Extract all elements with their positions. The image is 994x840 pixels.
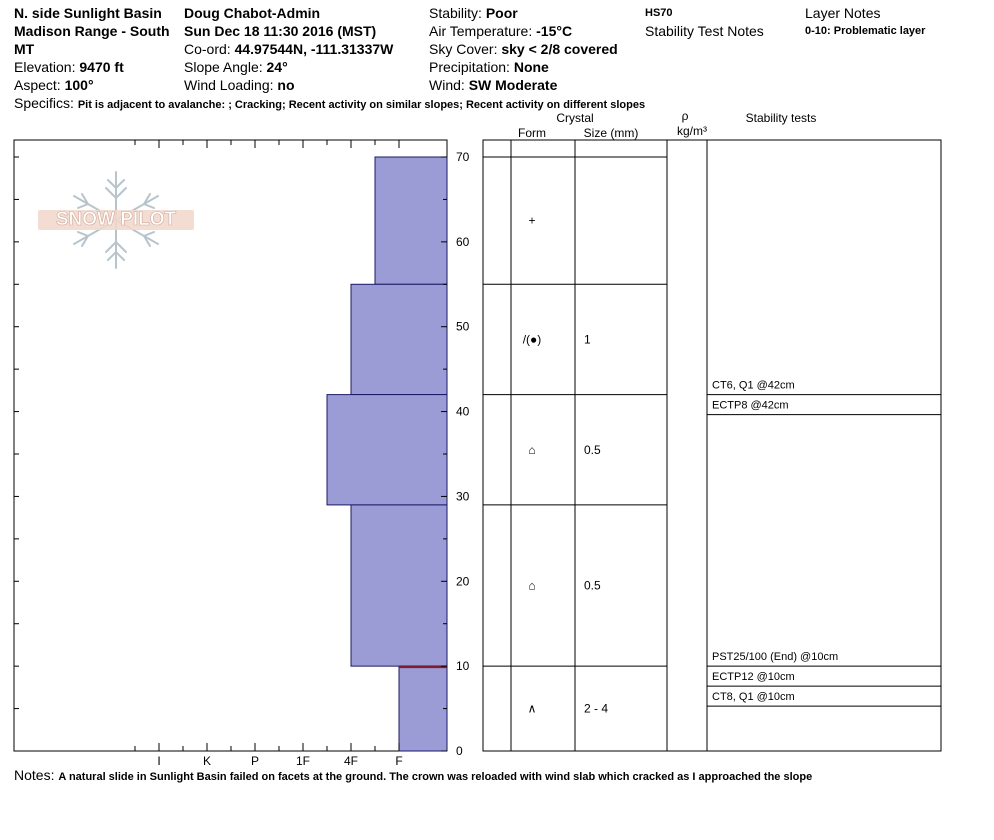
- elevation: Elevation: 9470 ft: [14, 58, 124, 76]
- form-header: Form: [518, 126, 546, 140]
- precip-value: None: [513, 59, 549, 75]
- observer-name: Doug Chabot-Admin: [184, 5, 321, 21]
- depth-tick-label: 0: [456, 744, 463, 758]
- hardness-bar-4: [350, 504, 448, 667]
- stability-label: Stability:: [429, 5, 482, 21]
- left-edge-ticks: [14, 156, 19, 752]
- logo-text: SNOW PILOT: [55, 209, 177, 231]
- crystal-form-symbol: +: [528, 214, 535, 228]
- hardness-axis: I K P 1F 4F F: [134, 743, 403, 768]
- crystal-size: 1: [584, 332, 591, 346]
- wind-loading: Wind Loading: no: [184, 76, 295, 94]
- depth-tick-label: 40: [456, 405, 470, 419]
- stability-test-entry: CT6, Q1 @42cm: [712, 380, 795, 392]
- stability: Stability: Poor: [429, 4, 518, 22]
- hardness-tick-label: 1F: [296, 754, 310, 768]
- wind-loading-label: Wind Loading:: [184, 77, 274, 93]
- crystal-size: 2 - 4: [584, 702, 608, 716]
- wind: Wind: SW Moderate: [429, 76, 557, 94]
- crystal-size: 0.5: [584, 443, 601, 457]
- snow-height: HS70: [645, 7, 673, 19]
- slope-angle: Slope Angle: 24°: [184, 58, 288, 76]
- stability-test-list: PST25/100 (End) @10cm ECTP12 @10cm CT8, Q1…: [707, 380, 941, 707]
- crystal-size: 0.5: [584, 579, 601, 593]
- slope-value: 24°: [266, 59, 288, 75]
- crystal-form-symbol: ∧: [528, 702, 537, 716]
- layer-table-frame: [482, 139, 942, 752]
- notes: Notes: A natural slide in Sunlight Basin…: [14, 766, 812, 786]
- hardness-bars: [326, 156, 448, 752]
- layer-table-rows: + /(●) 1 ⌂ 0.5 ⌂ 0.5 ∧ 2 - 4: [483, 156, 667, 716]
- stability-test-entry: PST25/100 (End) @10cm: [712, 651, 838, 663]
- hardness-tick-label: F: [395, 754, 402, 768]
- slope-label: Slope Angle:: [184, 59, 263, 75]
- crystal-header: Crystal: [556, 111, 593, 125]
- notes-value: A natural slide in Sunlight Basin failed…: [58, 771, 813, 783]
- coord-label: Co-ord:: [184, 41, 231, 57]
- crystal-form-symbol: ⌂: [528, 579, 535, 593]
- elevation-label: Elevation:: [14, 59, 76, 75]
- elevation-value: 9470 ft: [79, 59, 124, 75]
- specifics-label: Specifics:: [14, 95, 74, 111]
- stability-test-entry: CT8, Q1 @10cm: [712, 691, 795, 703]
- snowflake-icon: [38, 171, 194, 269]
- depth-tick-label: 10: [456, 659, 470, 673]
- coordinates: Co-ord: 44.97544N, -111.31337W: [184, 40, 393, 58]
- layer-note-entry: 0-10: Problematic layer: [805, 25, 926, 37]
- depth-axis: 0 10 20 30 40 50 60 70: [441, 150, 470, 758]
- hardness-tick-label: K: [203, 754, 211, 768]
- stability-value: Poor: [485, 5, 518, 21]
- precip-label: Precipitation:: [429, 59, 510, 75]
- specifics: Specifics: Pit is adjacent to avalanche:…: [14, 94, 645, 114]
- depth-tick-label: 30: [456, 489, 470, 503]
- density-unit: kg/m³: [677, 124, 707, 138]
- snowpilot-logo: SNOW PILOT: [36, 168, 196, 272]
- location-line3: MT: [14, 41, 35, 57]
- specifics-value: Pit is adjacent to avalanche: ; Cracking…: [77, 99, 646, 111]
- density-symbol: ρ: [682, 109, 689, 123]
- sky-value: sky < 2/8 covered: [501, 41, 618, 57]
- coord-value: 44.97544N, -111.31337W: [234, 41, 394, 57]
- observation-datetime: Sun Dec 18 11:30 2016 (MST): [184, 23, 377, 39]
- hardness-bar-3: [326, 394, 448, 506]
- wind-loading-value: no: [277, 77, 295, 93]
- size-header: Size (mm): [584, 126, 639, 140]
- crystal-form-symbol: /(●): [523, 332, 542, 346]
- stability-tests-header: Stability tests: [746, 111, 817, 125]
- layer-notes-title: Layer Notes: [805, 5, 881, 21]
- aspect-label: Aspect:: [14, 77, 61, 93]
- hardness-bar-1: [374, 156, 448, 285]
- stability-test-notes-title: Stability Test Notes: [645, 23, 764, 39]
- stability-test-entry: ECTP12 @10cm: [712, 671, 795, 683]
- hardness-tick-label: I: [157, 754, 160, 768]
- hardness-bar-2: [350, 283, 448, 396]
- sky-label: Sky Cover:: [429, 41, 498, 57]
- air-temperature: Air Temperature: -15°C: [429, 22, 572, 40]
- depth-tick-label: 70: [456, 150, 470, 164]
- depth-tick-label: 20: [456, 574, 470, 588]
- aspect-value: 100°: [64, 77, 94, 93]
- sky-cover: Sky Cover: sky < 2/8 covered: [429, 40, 618, 58]
- notes-label: Notes:: [14, 767, 55, 783]
- top-edge-ticks: [134, 140, 400, 148]
- depth-tick-label: 50: [456, 320, 470, 334]
- hardness-bar-5: [398, 665, 448, 752]
- air-temp-label: Air Temperature:: [429, 23, 533, 39]
- crystal-form-symbol: ⌂: [528, 443, 535, 457]
- precipitation: Precipitation: None: [429, 58, 549, 76]
- wind-value: SW Moderate: [468, 77, 558, 93]
- stability-test-entry: ECTP8 @42cm: [712, 400, 789, 412]
- wind-label: Wind:: [429, 77, 465, 93]
- hardness-tick-label: P: [251, 754, 259, 768]
- location-line1: N. side Sunlight Basin: [14, 5, 162, 21]
- aspect: Aspect: 100°: [14, 76, 94, 94]
- air-temp-value: -15°C: [536, 23, 573, 39]
- location-line2: Madison Range - South: [14, 23, 170, 39]
- depth-tick-label: 60: [456, 235, 470, 249]
- hardness-tick-label: 4F: [344, 754, 358, 768]
